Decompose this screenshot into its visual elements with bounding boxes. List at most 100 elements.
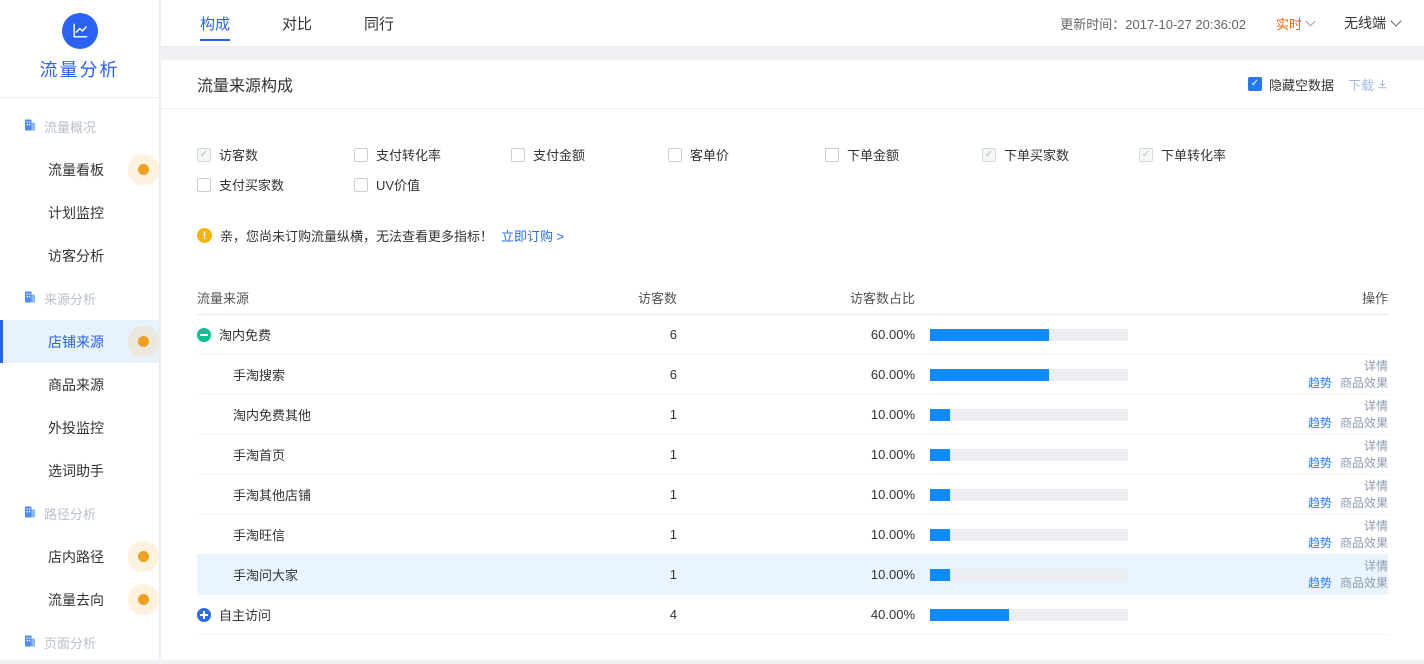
tab-compare[interactable]: 对比 [282,0,312,46]
sidebar-item-external-monitor[interactable]: 外投监控 [0,406,159,449]
checkbox-icon [354,178,368,192]
row-actions: 详情 趋势商品效果 [1128,558,1388,592]
product-effect-link[interactable]: 商品效果 [1340,496,1388,510]
visitors-value: 1 [637,487,677,502]
detail-link[interactable]: 详情 [1364,399,1388,413]
download-button[interactable]: 下载 [1348,75,1388,94]
product-effect-link[interactable]: 商品效果 [1340,576,1388,590]
trend-link[interactable]: 趋势 [1308,416,1332,430]
metric-checkbox[interactable]: 支付转化率 [354,145,511,164]
source-name: 手淘搜索 [233,365,285,384]
sidebar-section-source-analysis: 来源分析 [0,277,159,320]
chevron-down-icon [1390,15,1401,26]
device-dropdown[interactable]: 无线端 [1344,13,1400,33]
metric-checkbox[interactable]: UV价值 [354,175,511,194]
col-actions: 操作 [1128,288,1388,307]
ratio-value: 40.00% [677,607,915,622]
table-row: 手淘其他店铺 1 10.00% 详情 趋势商品效果 [197,475,1388,515]
col-visitors: 访客数 [637,288,677,307]
product-effect-link[interactable]: 商品效果 [1340,456,1388,470]
sidebar-item-instore-path[interactable]: 店内路径 [0,535,159,578]
metric-checkbox[interactable]: 下单买家数 [982,145,1139,164]
visitors-value: 1 [637,407,677,422]
notification-dot [138,336,149,347]
traffic-source-panel: 流量来源构成 隐藏空数据 下载 访客数 支付转化率 支付金额 [161,60,1424,660]
sidebar-item-traffic-board[interactable]: 流量看板 [0,148,159,191]
trend-link[interactable]: 趋势 [1308,376,1332,390]
detail-link[interactable]: 详情 [1364,519,1388,533]
sidebar-item-shop-source[interactable]: 店铺来源 [0,320,159,363]
ratio-bar [930,409,1128,421]
hide-empty-checkbox[interactable]: 隐藏空数据 [1248,75,1334,94]
metric-checkbox[interactable]: 访客数 [197,145,354,164]
metric-checkbox[interactable]: 支付买家数 [197,175,354,194]
table-row: 淘内免费其他 1 10.00% 详情 趋势商品效果 [197,395,1388,435]
tab-peers[interactable]: 同行 [364,0,394,46]
product-effect-link[interactable]: 商品效果 [1340,376,1388,390]
trend-link[interactable]: 趋势 [1308,536,1332,550]
source-name: 手淘其他店铺 [233,485,311,504]
ratio-bar [930,569,1128,581]
toggle-icon[interactable] [197,328,211,342]
panel-title: 流量来源构成 [197,72,293,96]
subscribe-link[interactable]: 立即订购 > [501,226,564,245]
visitors-value: 6 [637,367,677,382]
sidebar-item-visitor-analysis[interactable]: 访客分析 [0,234,159,277]
source-name: 淘内免费 [219,325,271,344]
ratio-value: 10.00% [677,407,915,422]
ratio-value: 10.00% [677,527,915,542]
detail-link[interactable]: 详情 [1364,479,1388,493]
detail-link[interactable]: 详情 [1364,559,1388,573]
trend-link[interactable]: 趋势 [1308,456,1332,470]
trend-link[interactable]: 趋势 [1308,576,1332,590]
ratio-value: 10.00% [677,447,915,462]
sidebar-nav: 流量概况 流量看板 计划监控 访客分析 来源分析 店铺来源 商品来源 [0,98,159,664]
table-row: 手淘问大家 1 10.00% 详情 趋势商品效果 [197,555,1388,595]
sidebar-item-keyword-assistant[interactable]: 选词助手 [0,449,159,492]
source-name: 淘内免费其他 [233,405,311,424]
detail-link[interactable]: 详情 [1364,359,1388,373]
metric-checkbox[interactable]: 下单金额 [825,145,982,164]
sidebar-section-path-analysis: 路径分析 [0,492,159,535]
source-name: 自主访问 [219,605,271,624]
row-actions: 详情 趋势商品效果 [1128,518,1388,552]
tab-composition[interactable]: 构成 [200,0,230,46]
product-effect-link[interactable]: 商品效果 [1340,536,1388,550]
sidebar-item-traffic-destination[interactable]: 流量去向 [0,578,159,621]
table-header: 流量来源 访客数 访客数占比 操作 [197,281,1388,315]
trend-link[interactable]: 趋势 [1308,496,1332,510]
metric-checkbox[interactable]: 客单价 [668,145,825,164]
ratio-bar [930,329,1128,341]
sidebar-section-traffic-overview: 流量概况 [0,105,159,148]
notice-text: 亲，您尚未订购流量纵横，无法查看更多指标！ [220,226,493,245]
col-ratio: 访客数占比 [677,288,915,307]
checkbox-icon [825,148,839,162]
row-actions: 详情 趋势商品效果 [1128,358,1388,392]
sidebar-item-plan-monitor[interactable]: 计划监控 [0,191,159,234]
traffic-source-table: 流量来源 访客数 访客数占比 操作 淘内免费 6 60.00% 手淘搜索 6 6… [197,281,1388,635]
ratio-bar [930,609,1128,621]
ratio-bar [930,449,1128,461]
source-name: 手淘首页 [233,445,285,464]
checkbox-icon [197,148,211,162]
sidebar-item-item-source[interactable]: 商品来源 [0,363,159,406]
col-source: 流量来源 [197,288,637,307]
tab-bar: 构成 对比 同行 [200,0,394,46]
ratio-value: 10.00% [677,567,915,582]
line-chart-icon [62,13,98,49]
topbar-right: 更新时间：2017-10-27 20:36:02 实时 无线端 [1060,0,1400,46]
metric-checkbox-group: 访客数 支付转化率 支付金额 客单价 下单金额 下单买家数 下单转化率 支付买家… [197,145,1388,194]
metric-checkbox[interactable]: 下单转化率 [1139,145,1296,164]
product-effect-link[interactable]: 商品效果 [1340,416,1388,430]
realtime-dropdown[interactable]: 实时 [1276,14,1314,33]
visitors-value: 4 [637,607,677,622]
notification-dot [138,551,149,562]
ratio-bar [930,489,1128,501]
toggle-icon[interactable] [197,608,211,622]
topbar: 构成 对比 同行 更新时间：2017-10-27 20:36:02 实时 无线端 [161,0,1424,47]
detail-link[interactable]: 详情 [1364,439,1388,453]
row-actions: 详情 趋势商品效果 [1128,398,1388,432]
metric-checkbox[interactable]: 支付金额 [511,145,668,164]
table-row: 手淘搜索 6 60.00% 详情 趋势商品效果 [197,355,1388,395]
table-row: 淘内免费 6 60.00% [197,315,1388,355]
